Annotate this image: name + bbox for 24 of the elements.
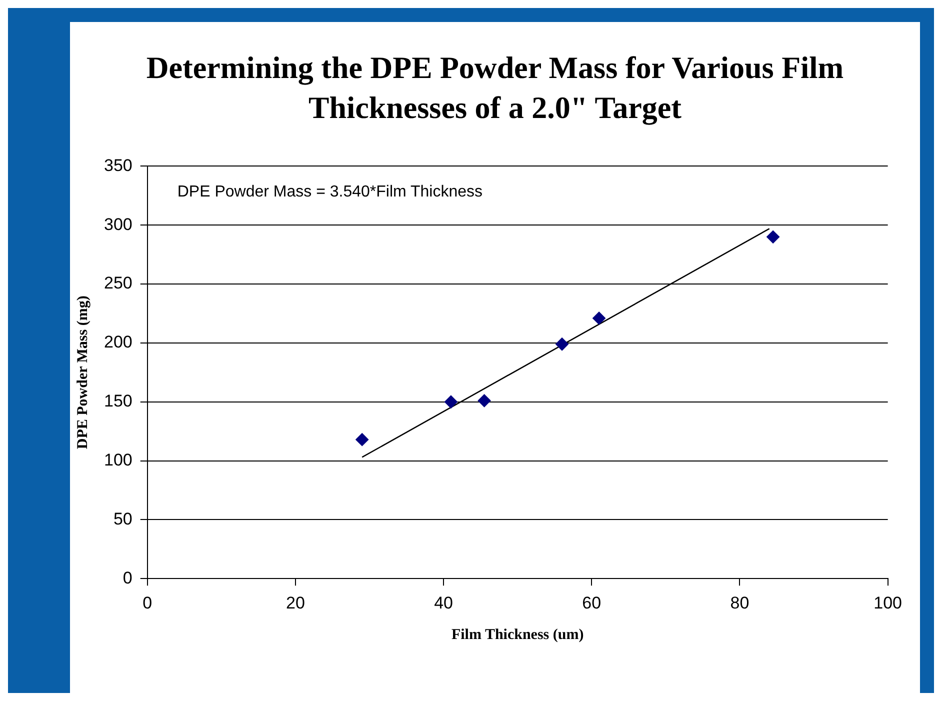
y-tick-label: 100: [104, 450, 132, 470]
y-tick-label: 150: [104, 392, 132, 411]
point: [556, 338, 569, 351]
x-tick-label: 0: [142, 593, 152, 612]
x-tick-label: 40: [434, 593, 454, 612]
x-tick-label: 20: [286, 593, 305, 612]
x-tick-label: 80: [730, 593, 750, 612]
point: [478, 394, 491, 408]
y-tick-label: 350: [104, 156, 132, 175]
y-tick-label: 200: [104, 332, 132, 352]
y-axis-title: DPE Powder Mass (mg): [74, 296, 91, 450]
x-tick-label: 100: [874, 593, 902, 612]
x-axis-title: Film Thickness (um): [451, 626, 584, 643]
y-tick-label: 50: [113, 509, 132, 528]
y-tick-label: 0: [122, 568, 132, 588]
point: [766, 230, 780, 244]
x-tick-label: 60: [582, 593, 602, 612]
y-tick-label: 250: [104, 274, 132, 293]
point: [592, 312, 606, 325]
y-tick-label: 300: [104, 214, 132, 234]
annotation: DPE Powder Mass = 3.540*Film Thickness: [177, 184, 483, 201]
chart-title: Determining the DPE Powder Mass for Various Film Thicknesses of a 2.0" Target: [145, 49, 845, 127]
point: [444, 395, 458, 408]
point: [356, 433, 369, 446]
